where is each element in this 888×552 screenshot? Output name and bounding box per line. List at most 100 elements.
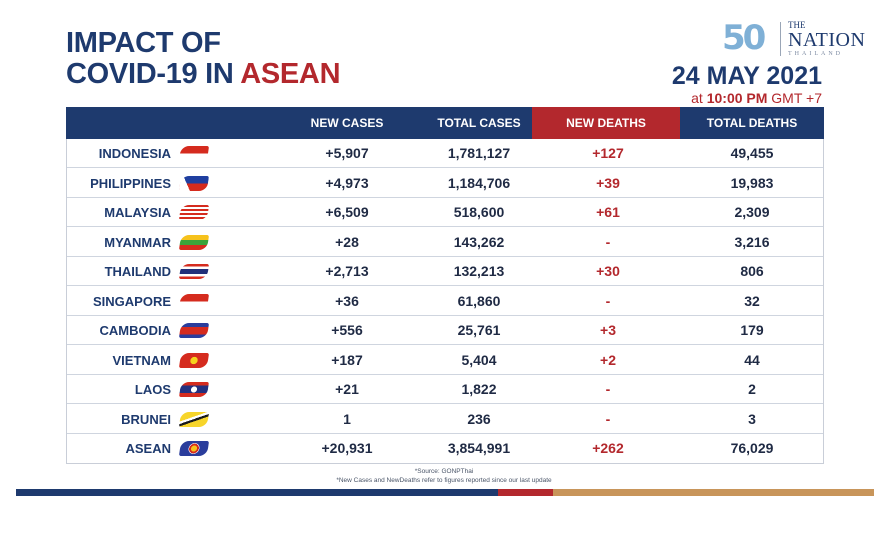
new-cases-value: +21 xyxy=(335,381,359,397)
total-cases-value: 143,262 xyxy=(453,233,505,250)
new-deaths-value: +39 xyxy=(596,174,620,191)
total-cases-value: 236 xyxy=(467,410,491,427)
new-deaths-value: - xyxy=(605,410,611,427)
header-new-cases: NEW CASES xyxy=(310,116,384,130)
vietnam-flag-icon xyxy=(178,352,210,368)
footer-bar-gold xyxy=(553,489,874,496)
new-deaths-value: - xyxy=(605,292,611,309)
total-deaths-value: 76,029 xyxy=(730,440,774,456)
total-deaths-value: 19,983 xyxy=(730,174,774,191)
total-cases-value: 61,860 xyxy=(457,292,501,309)
covid-table: NEW CASES TOTAL CASES NEW DEATHS TOTAL D… xyxy=(66,107,824,464)
footer-bar-red xyxy=(498,489,553,496)
total-deaths-value: 49,455 xyxy=(730,145,774,161)
table-row: INDONESIA +5,907 1,781,127 +127 49,455 xyxy=(67,139,823,168)
new-deaths-value: +262 xyxy=(592,440,624,456)
new-deaths-value: +127 xyxy=(592,145,624,161)
thailand-flag-icon xyxy=(178,264,210,279)
header-new-deaths: NEW DEATHS xyxy=(532,107,680,139)
new-cases-value: +36 xyxy=(335,292,359,309)
total-cases-value: 5,404 xyxy=(461,351,497,368)
country-name: PHILIPPINES xyxy=(90,175,171,191)
new-cases-value: 1 xyxy=(343,410,351,427)
philippines-flag-icon xyxy=(178,175,210,191)
table-row: CAMBODIA +556 25,761 +3 179 xyxy=(67,316,823,345)
new-cases-value: +2,713 xyxy=(325,263,369,279)
table-row: VIETNAM +187 5,404 +2 44 xyxy=(67,346,823,375)
new-cases-value: +6,509 xyxy=(325,204,369,220)
table-row: LAOS +21 1,822 - 2 xyxy=(67,375,823,404)
table-row: MYANMAR +28 143,262 - 3,216 xyxy=(67,228,823,257)
header-total-cases: TOTAL CASES xyxy=(437,116,521,130)
footer-bar-navy xyxy=(16,489,498,496)
singapore-flag-icon xyxy=(178,293,210,309)
total-cases-value: 1,781,127 xyxy=(447,145,511,161)
date-main: 24 MAY 2021 xyxy=(671,62,822,90)
total-deaths-value: 3,216 xyxy=(734,233,770,250)
malaysia-flag-icon xyxy=(178,205,210,220)
total-deaths-value: 32 xyxy=(744,292,760,309)
logo-wordmark: THE NATION THAILAND xyxy=(788,20,865,58)
table-body: INDONESIA +5,907 1,781,127 +127 49,455 PHILIP… xyxy=(67,139,823,464)
date-time: at 10:00 PM GMT +7 xyxy=(672,90,822,106)
table-header: NEW CASES TOTAL CASES NEW DEATHS TOTAL D… xyxy=(66,107,824,139)
title-highlight: ASEAN xyxy=(240,58,341,90)
table-row: PHILIPPINES +4,973 1,184,706 +39 19,983 xyxy=(67,169,823,198)
cambodia-flag-icon xyxy=(178,323,210,338)
total-cases-value: 518,600 xyxy=(453,204,505,220)
total-cases-value: 25,761 xyxy=(457,322,501,338)
logo-the: THE xyxy=(788,20,806,30)
table-row: ASEAN +20,931 3,854,991 +262 76,029 xyxy=(67,434,823,463)
total-deaths-value: 2 xyxy=(748,381,756,397)
new-deaths-value: - xyxy=(605,233,611,250)
footnote: *New Cases and NewDeaths refer to figure… xyxy=(336,477,552,484)
country-name: ASEAN xyxy=(125,441,171,456)
new-deaths-value: +2 xyxy=(600,351,616,368)
brunei-flag-icon xyxy=(178,411,210,427)
new-cases-value: +28 xyxy=(335,233,359,250)
table-row: BRUNEI 1 236 - 3 xyxy=(67,405,823,434)
table-row: SINGAPORE +36 61,860 - 32 xyxy=(67,287,823,316)
new-deaths-value: - xyxy=(605,381,611,397)
new-cases-value: +4,973 xyxy=(325,174,369,191)
country-name: SINGAPORE xyxy=(92,293,171,309)
new-deaths-value: +30 xyxy=(596,263,620,279)
total-deaths-value: 2,309 xyxy=(734,204,770,220)
date-at: at xyxy=(691,90,707,106)
new-deaths-value: +3 xyxy=(600,322,616,338)
total-deaths-value: 806 xyxy=(740,263,764,279)
logo-divider xyxy=(780,22,781,56)
table-row: THAILAND +2,713 132,213 +30 806 xyxy=(67,257,823,286)
logo-thailand: THAILAND xyxy=(788,51,843,57)
country-name: BRUNEI xyxy=(121,411,171,427)
source-note: *Source: GONPThai xyxy=(414,468,474,475)
indonesia-flag-icon xyxy=(178,146,210,161)
country-name: VIETNAM xyxy=(112,352,172,368)
country-name: INDONESIA xyxy=(98,146,171,161)
new-cases-value: +556 xyxy=(331,322,363,338)
country-name: MALAYSIA xyxy=(104,205,171,220)
logo-fifty: 50 xyxy=(722,18,766,58)
page-title: IMPACT OF COVID-19 IN ASEAN xyxy=(66,27,341,90)
total-cases-value: 3,854,991 xyxy=(447,440,511,456)
total-deaths-value: 179 xyxy=(740,322,764,338)
total-cases-value: 132,213 xyxy=(453,263,505,279)
title-line-2-prefix: COVID-19 IN xyxy=(66,58,241,90)
total-deaths-value: 3 xyxy=(748,410,756,427)
total-deaths-value: 44 xyxy=(744,351,760,368)
header-total-deaths: TOTAL DEATHS xyxy=(706,116,798,130)
logo-nation: NATION xyxy=(788,29,866,51)
new-cases-value: +20,931 xyxy=(321,440,373,456)
table-row: MALAYSIA +6,509 518,600 +61 2,309 xyxy=(67,198,823,227)
country-name: MYANMAR xyxy=(104,234,171,250)
title-line-2: COVID-19 IN ASEAN xyxy=(66,58,341,90)
country-name: THAILAND xyxy=(104,264,171,279)
date-timezone: GMT +7 xyxy=(767,90,822,106)
new-cases-value: +187 xyxy=(331,351,363,368)
report-date: 24 MAY 2021 at 10:00 PM GMT +7 xyxy=(672,62,822,106)
total-cases-value: 1,822 xyxy=(461,381,497,397)
myanmar-flag-icon xyxy=(178,234,210,250)
new-cases-value: +5,907 xyxy=(325,145,369,161)
title-line-1: IMPACT OF xyxy=(66,27,221,59)
nation-thailand-logo: 50 THE NATION THAILAND xyxy=(722,16,872,64)
